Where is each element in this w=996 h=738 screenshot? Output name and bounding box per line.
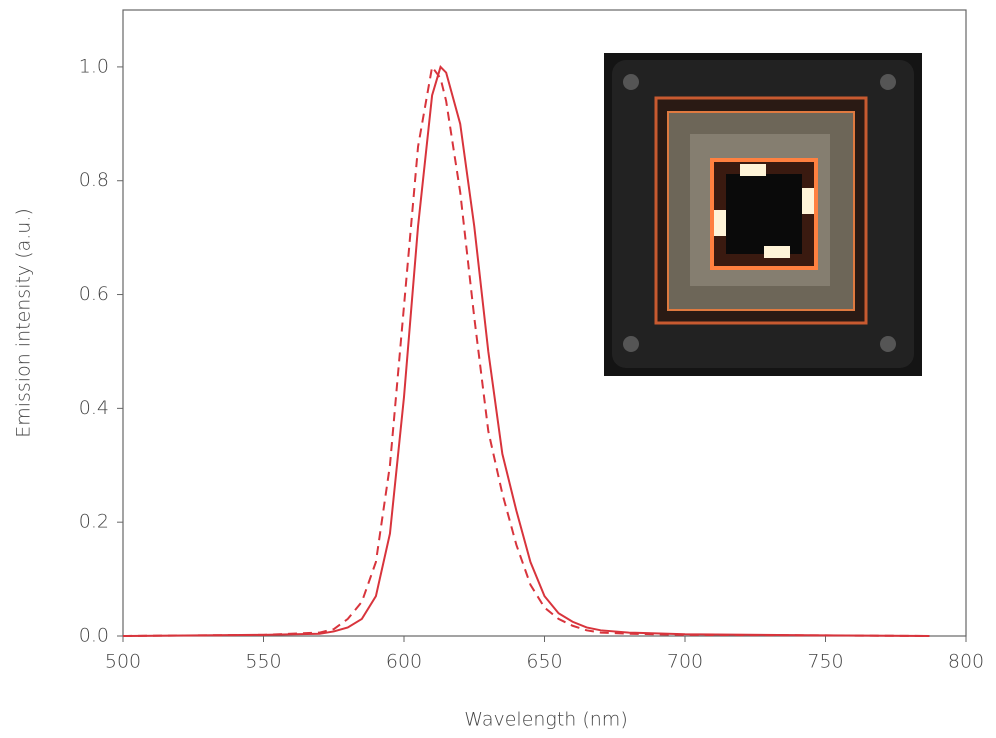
x-tick-label: 550 [245, 651, 281, 673]
y-tick-label: 0.0 [79, 625, 109, 647]
x-tick-label: 650 [526, 651, 562, 673]
line-series [122, 64, 930, 637]
line-series [122, 65, 930, 637]
x-tick-label: 750 [807, 651, 843, 673]
x-tick-label: 700 [667, 651, 703, 673]
inset-photo [604, 53, 922, 376]
x-tick-label: 600 [386, 651, 422, 673]
y-tick-label: 1.0 [79, 55, 109, 77]
y-axis-label: Emission intensity (a.u.) [13, 208, 35, 438]
y-tick-label: 0.2 [79, 511, 109, 533]
y-tick-label: 0.4 [79, 397, 109, 419]
x-tick-label: 500 [105, 651, 141, 673]
x-axis-label: Wavelength (nm) [464, 709, 627, 731]
x-tick-label: 800 [948, 651, 984, 673]
y-tick-label: 0.8 [79, 169, 109, 191]
y-tick-label: 0.6 [79, 283, 109, 305]
